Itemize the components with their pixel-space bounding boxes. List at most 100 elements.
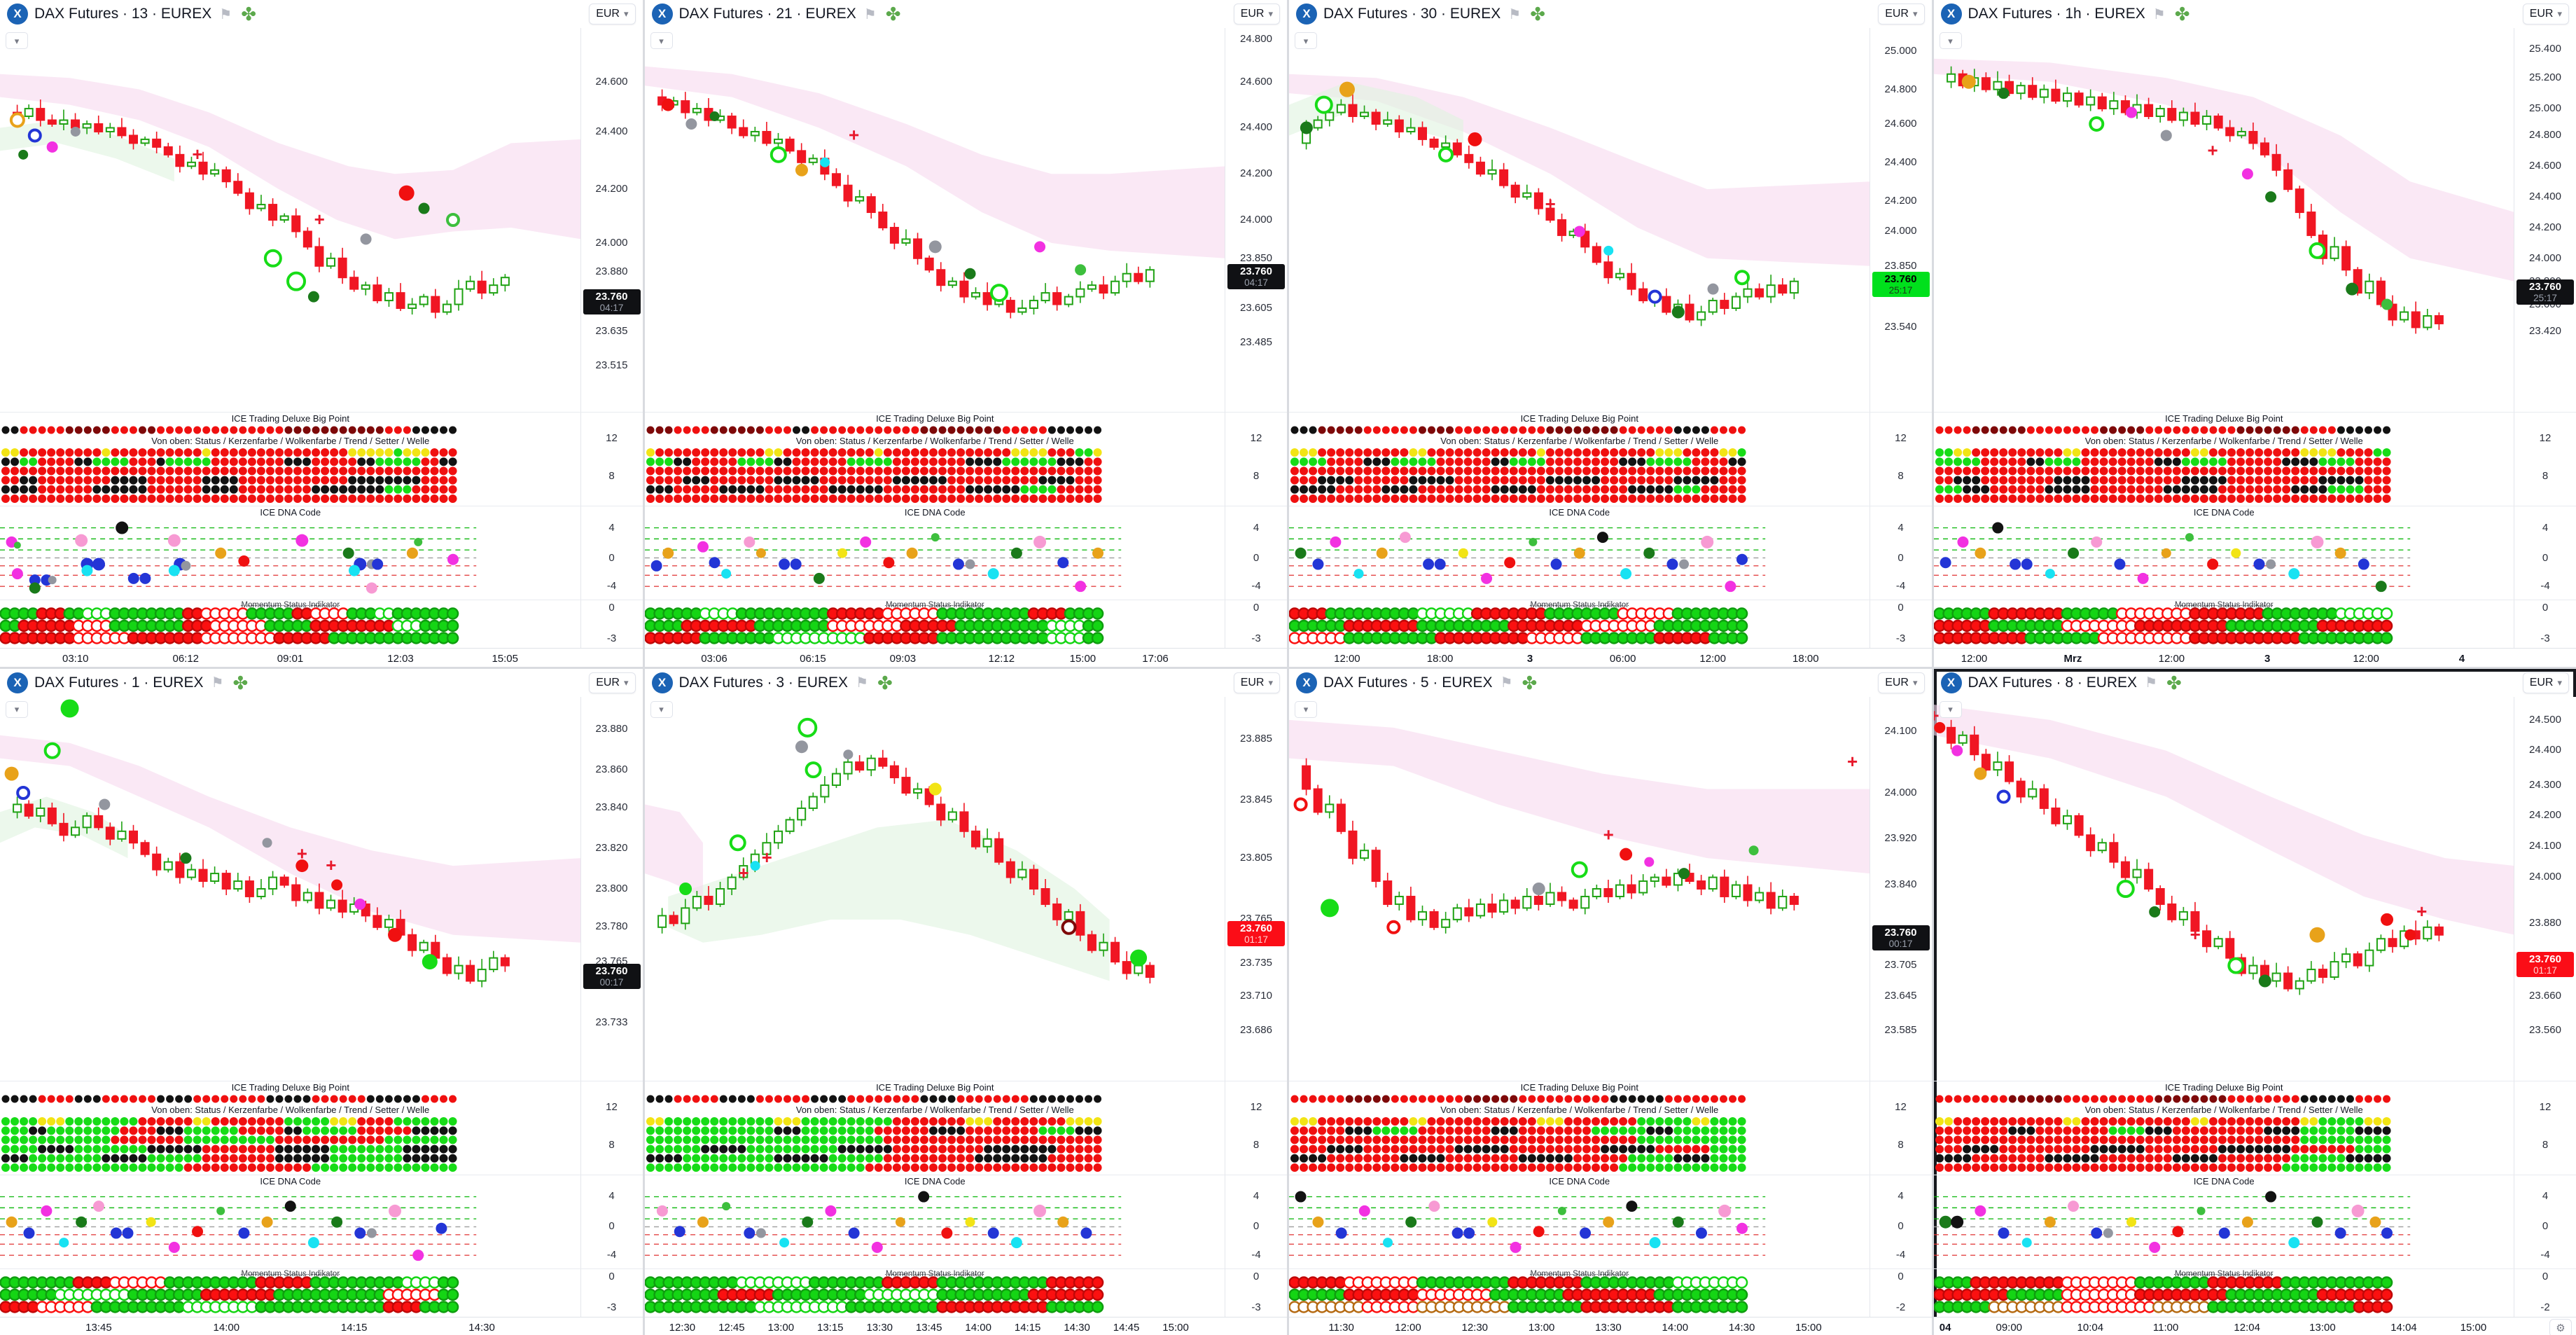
- price-axis[interactable]: 24.600 24.400 24.200 24.000 23.880 23.635 23.5…: [580, 28, 643, 412]
- dna-scale[interactable]: 4 0 -4: [1225, 506, 1287, 600]
- bigpoint-pane[interactable]: ICE Trading Deluxe Big Point Von oben: S…: [1289, 412, 1932, 506]
- flag-icon[interactable]: ⚑: [856, 675, 868, 691]
- bigpoint-scale[interactable]: 12 8: [2514, 1081, 2576, 1175]
- dna-pane[interactable]: ICE DNA Code 4 0 -4: [644, 1174, 1287, 1268]
- chart-panel[interactable]: X DAX Futures · 21 · EUREX ⚑ ✤ EUR ▾ + ▾…: [644, 0, 1287, 667]
- time-axis[interactable]: 03:06 06:15 09:03 12:12 15:00 17:06: [644, 648, 1287, 667]
- dna-pane[interactable]: ICE DNA Code 4 0 -4: [1289, 506, 1932, 600]
- currency-dropdown[interactable]: EUR ▾: [1878, 672, 1925, 693]
- price-chart-pane[interactable]: + ▾ 24.800 24.600 24.400 24.200 24.000 23.850…: [644, 28, 1287, 412]
- dna-scale[interactable]: 4 0 -4: [1225, 1175, 1287, 1268]
- bigpoint-scale[interactable]: 12 8: [580, 1081, 643, 1175]
- flag-icon[interactable]: ⚑: [2152, 6, 2166, 22]
- time-axis[interactable]: 03:10 06:12 09:01 12:03 15:05: [0, 648, 643, 667]
- time-axis[interactable]: 12:00 Mrz 12:00 3 12:00 4: [1933, 648, 2576, 667]
- time-axis[interactable]: 12:30 12:45 13:00 13:15 13:30 13:45 14:00 14:15…: [644, 1316, 1287, 1335]
- dna-pane[interactable]: ICE DNA Code 4 0 -4: [1933, 1174, 2576, 1268]
- bigpoint-pane[interactable]: ICE Trading Deluxe Big Point Von oben: S…: [644, 1080, 1287, 1175]
- symbol-logo-icon[interactable]: X: [1940, 4, 1962, 25]
- bigpoint-pane[interactable]: ICE Trading Deluxe Big Point Von oben: S…: [1289, 1080, 1932, 1175]
- dna-scale[interactable]: 4 0 -4: [1869, 506, 1932, 600]
- chart-panel[interactable]: X DAX Futures · 3 · EUREX ⚑ ✤ EUR ▾ + + ▾…: [644, 668, 1287, 1335]
- legend-collapse-button[interactable]: ▾: [6, 700, 28, 718]
- flag-icon[interactable]: ⚑: [1508, 6, 1522, 22]
- currency-dropdown[interactable]: EUR ▾: [2522, 4, 2569, 25]
- time-axis[interactable]: 13:45 14:00 14:15 14:30: [0, 1316, 643, 1335]
- candlestick-chart[interactable]: ++: [0, 697, 581, 1081]
- symbol-logo-icon[interactable]: X: [1296, 672, 1317, 693]
- candlestick-chart[interactable]: + + +: [1933, 697, 2515, 1081]
- momentum-pane[interactable]: Momentum Status Indikator 0 -3: [1933, 600, 2576, 648]
- symbol-logo-icon[interactable]: X: [7, 672, 28, 693]
- symbol-title[interactable]: DAX Futures · 3 · EUREX: [678, 674, 849, 691]
- bigpoint-pane[interactable]: ICE Trading Deluxe Big Point Von oben: S…: [0, 1080, 643, 1175]
- currency-dropdown[interactable]: EUR ▾: [589, 672, 636, 693]
- price-chart-pane[interactable]: + + + ▾ 24.500 24.400 24.300 24.200 24.100 24.0…: [1933, 696, 2576, 1081]
- bigpoint-pane[interactable]: ICE Trading Deluxe Big Point Von oben: S…: [0, 412, 643, 506]
- flag-icon[interactable]: ⚑: [2145, 675, 2157, 691]
- flag-icon[interactable]: ⚑: [211, 675, 224, 691]
- symbol-logo-icon[interactable]: X: [1940, 672, 1962, 693]
- chart-panel[interactable]: X DAX Futures · 1h · EUREX ⚑ ✤ EUR ▾ + ▾…: [1933, 0, 2576, 667]
- symbol-title[interactable]: DAX Futures · 13 · EUREX: [34, 6, 212, 22]
- dna-scale[interactable]: 4 0 -4: [580, 506, 643, 600]
- legend-collapse-button[interactable]: ▾: [1295, 700, 1317, 718]
- bigpoint-pane[interactable]: ICE Trading Deluxe Big Point Von oben: S…: [644, 412, 1287, 506]
- currency-dropdown[interactable]: EUR ▾: [1233, 4, 1280, 25]
- symbol-title[interactable]: DAX Futures · 5 · EUREX: [1323, 674, 1493, 691]
- time-axis[interactable]: 12:00 18:00 3 06:00 12:00 18:00: [1289, 648, 1932, 667]
- momentum-pane[interactable]: Momentum Status Indikator 0 -3: [644, 1268, 1287, 1317]
- bigpoint-scale[interactable]: 12 8: [1869, 413, 1932, 506]
- time-axis[interactable]: 11:30 12:00 12:30 13:00 13:30 14:00 14:30 15:00: [1289, 1316, 1932, 1335]
- time-axis[interactable]: 04 09:00 10:04 11:00 12:04 13:00 14:04 15:00 ⚙: [1933, 1316, 2576, 1335]
- dna-pane[interactable]: ICE DNA Code 4 0 -4: [1289, 1174, 1932, 1268]
- legend-collapse-button[interactable]: ▾: [650, 32, 673, 49]
- dna-scale[interactable]: 4 0 -4: [1869, 1175, 1932, 1268]
- price-axis[interactable]: 24.100 24.000 23.920 23.840 23.705 23.645 23.5…: [1869, 696, 1932, 1081]
- bigpoint-scale[interactable]: 12 8: [1869, 1081, 1932, 1175]
- price-chart-pane[interactable]: + + ▾ 23.885 23.845 23.805 23.765 23.735 23.71…: [644, 696, 1287, 1081]
- currency-dropdown[interactable]: EUR ▾: [1878, 4, 1925, 25]
- momentum-scale[interactable]: 0 -2: [2514, 1268, 2576, 1317]
- chart-panel[interactable]: X DAX Futures · 30 · EUREX ⚑ ✤ EUR ▾ + ▾…: [1289, 0, 1932, 667]
- chart-panel[interactable]: X DAX Futures · 13 · EUREX ⚑ ✤ EUR ▾ + + …: [0, 0, 643, 667]
- bigpoint-pane[interactable]: ICE Trading Deluxe Big Point Von oben: S…: [1933, 412, 2576, 506]
- momentum-scale[interactable]: 0 -2: [1869, 1268, 1932, 1317]
- dna-pane[interactable]: ICE DNA Code 4 0 -4: [1933, 506, 2576, 600]
- symbol-logo-icon[interactable]: X: [651, 4, 673, 25]
- price-chart-pane[interactable]: + + ▾ 24.100 24.000 23.920 23.840 23.705 23.64…: [1289, 696, 1932, 1081]
- bigpoint-scale[interactable]: 12 8: [580, 413, 643, 506]
- symbol-logo-icon[interactable]: X: [7, 4, 28, 25]
- dna-pane[interactable]: ICE DNA Code 4 0 -4: [0, 506, 643, 600]
- legend-collapse-button[interactable]: ▾: [1939, 32, 1962, 49]
- price-axis[interactable]: 23.880 23.860 23.840 23.820 23.800 23.780 23.7…: [580, 696, 643, 1081]
- momentum-scale[interactable]: 0 -3: [2514, 600, 2576, 648]
- legend-collapse-button[interactable]: ▾: [6, 32, 28, 49]
- symbol-title[interactable]: DAX Futures · 8 · EUREX: [1968, 674, 2138, 691]
- symbol-title[interactable]: DAX Futures · 30 · EUREX: [1323, 6, 1501, 22]
- dna-pane[interactable]: ICE DNA Code 4 0 -4: [0, 1174, 643, 1268]
- symbol-logo-icon[interactable]: X: [651, 672, 673, 693]
- dna-pane[interactable]: ICE DNA Code 4 0 -4: [644, 506, 1287, 600]
- legend-collapse-button[interactable]: ▾: [1295, 32, 1317, 49]
- candlestick-chart[interactable]: +: [644, 28, 1226, 412]
- currency-dropdown[interactable]: EUR ▾: [1233, 672, 1280, 693]
- momentum-scale[interactable]: 0 -3: [580, 1268, 643, 1317]
- currency-dropdown[interactable]: EUR ▾: [589, 4, 636, 25]
- price-chart-pane[interactable]: + ▾ 25.400 25.200 25.000 24.800 24.600 24.400…: [1933, 28, 2576, 412]
- price-chart-pane[interactable]: + + ▾ 23.880 23.860 23.840 23.820 23.800 23.78…: [0, 696, 643, 1081]
- price-axis[interactable]: 24.500 24.400 24.300 24.200 24.100 24.000 23.8…: [2514, 696, 2576, 1081]
- price-axis[interactable]: 24.800 24.600 24.400 24.200 24.000 23.850 23.6…: [1225, 28, 1287, 412]
- candlestick-chart[interactable]: ++: [644, 697, 1226, 1081]
- currency-dropdown[interactable]: EUR ▾: [2522, 672, 2569, 693]
- momentum-scale[interactable]: 0 -3: [1869, 600, 1932, 648]
- momentum-pane[interactable]: Momentum Status Indikator 0 -3: [0, 1268, 643, 1317]
- momentum-scale[interactable]: 0 -3: [580, 600, 643, 648]
- gear-icon[interactable]: ⚙: [2549, 1318, 2572, 1335]
- momentum-pane[interactable]: Momentum Status Indikator 0 -3: [0, 600, 643, 648]
- flag-icon[interactable]: ⚑: [219, 6, 232, 22]
- bigpoint-scale[interactable]: 12 8: [1225, 413, 1287, 506]
- price-axis[interactable]: 25.400 25.200 25.000 24.800 24.600 24.400 24.2…: [2514, 28, 2576, 412]
- symbol-title[interactable]: DAX Futures · 1 · EUREX: [34, 674, 204, 691]
- dna-scale[interactable]: 4 0 -4: [580, 1175, 643, 1268]
